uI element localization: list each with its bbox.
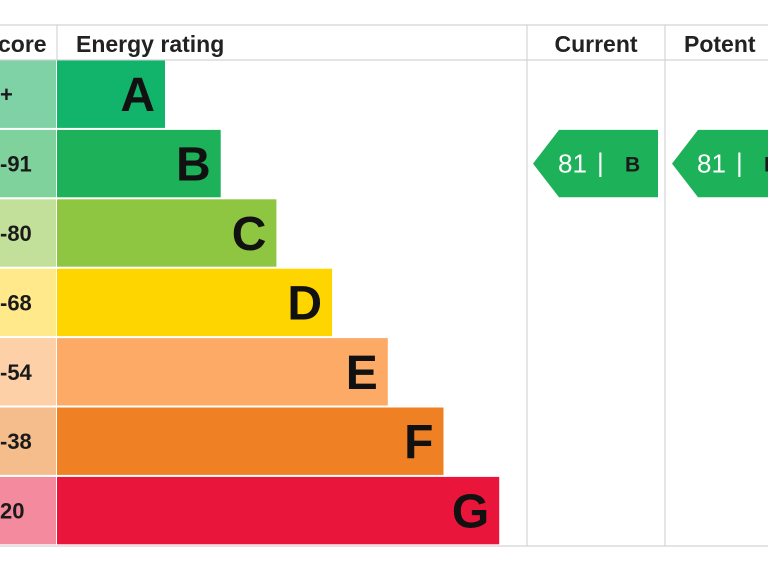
score-cell-e [0, 338, 56, 406]
rating-bar-c [57, 199, 277, 267]
rating-letter-e: E [346, 347, 378, 400]
rating-bar-a [57, 60, 165, 128]
score-cell-c [0, 199, 56, 267]
score-cell-f [0, 407, 56, 475]
header-score: core [0, 31, 47, 57]
score-range-d: -68 [0, 290, 32, 315]
score-range-a: + [0, 82, 13, 107]
grid-lines [0, 24, 768, 547]
score-range-b: -91 [0, 152, 32, 177]
potential-rating-arrow [672, 129, 768, 198]
rating-letter-a: A [120, 69, 155, 122]
score-range-f: -38 [0, 429, 32, 454]
score-cell-d [0, 268, 56, 337]
header-current: Current [554, 31, 637, 57]
rating-letter-b: B [176, 139, 211, 192]
rating-letter-g: G [452, 486, 489, 539]
rating-bar-d [57, 268, 333, 337]
header-energy-rating: Energy rating [76, 31, 224, 57]
potential-rating-separator: | [736, 148, 743, 178]
rating-bar-e [57, 338, 388, 406]
rating-bands: + A -91 B -80 C -68 D -54 E -38 F 20 G [0, 60, 500, 545]
score-range-e: -54 [0, 360, 33, 385]
current-rating-separator: | [597, 148, 604, 178]
current-rating-arrow [533, 129, 658, 198]
rating-bar-b [57, 129, 221, 198]
rating-letter-d: D [287, 277, 322, 330]
header-potential: Potent [684, 31, 756, 57]
score-cell-a [0, 60, 56, 128]
potential-rating-value: 81 [697, 149, 726, 179]
score-cell-b [0, 129, 56, 198]
score-range-g: 20 [0, 499, 24, 524]
rating-bar-f [57, 407, 444, 475]
rating-indicators: 81 | B 81 | B [533, 129, 768, 198]
score-range-c: -80 [0, 221, 32, 246]
rating-letter-f: F [404, 416, 433, 469]
score-cell-g [0, 476, 56, 545]
current-rating-letter: B [625, 154, 640, 177]
current-rating-value: 81 [558, 149, 587, 179]
potential-rating-letter: B [764, 154, 768, 177]
rating-letter-c: C [232, 208, 267, 261]
rating-bar-g [57, 476, 500, 545]
